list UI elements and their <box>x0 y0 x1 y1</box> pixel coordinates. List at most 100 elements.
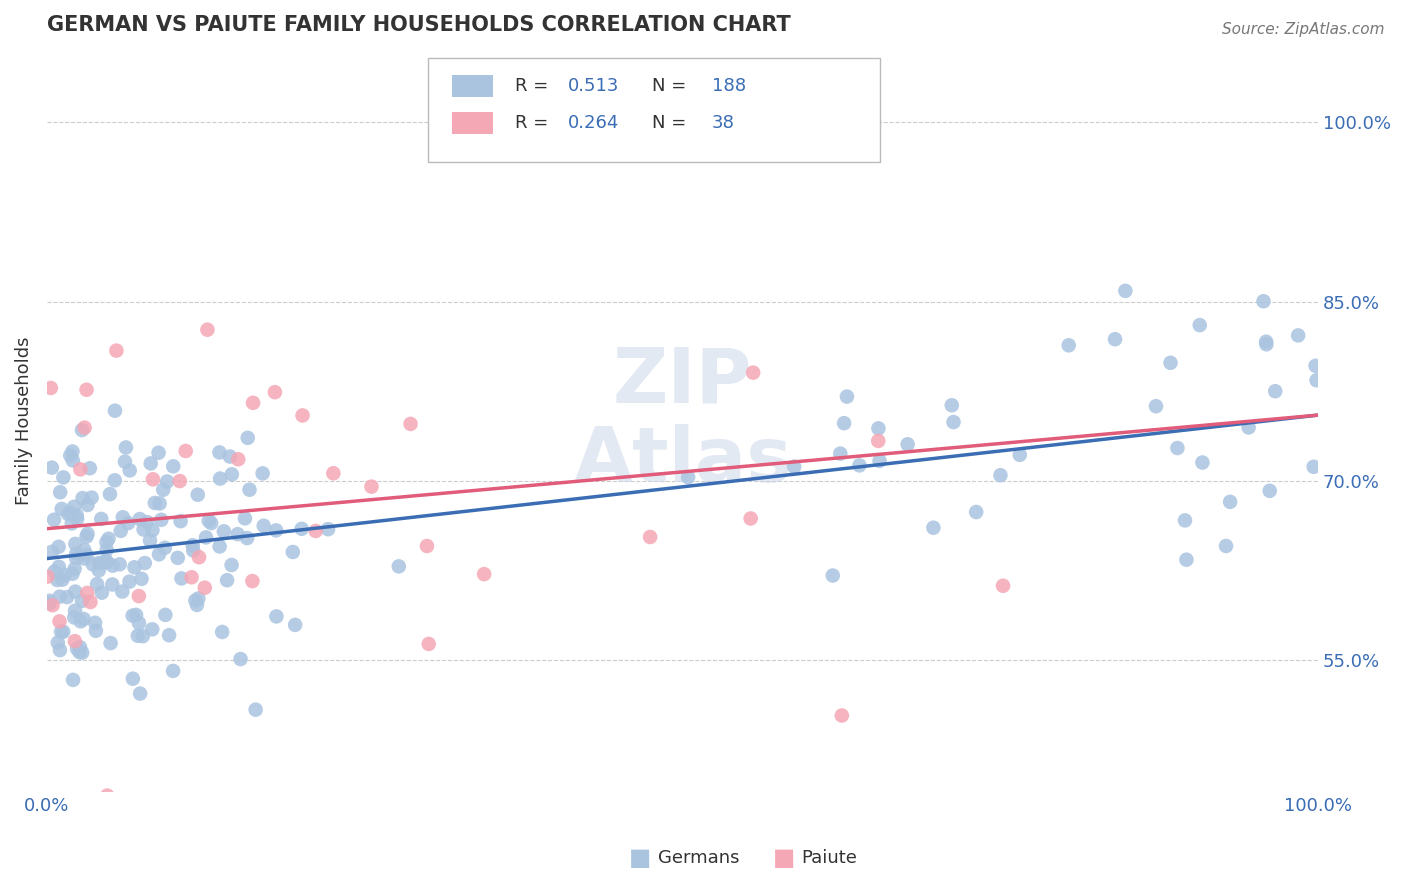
Point <box>149 496 172 510</box>
Point <box>69 462 91 476</box>
Point <box>291 522 314 536</box>
Point <box>181 538 204 552</box>
Text: ■: ■ <box>773 847 796 870</box>
Point <box>65 546 87 560</box>
Point <box>105 343 128 358</box>
Point <box>79 595 101 609</box>
Point <box>56 590 79 604</box>
Text: N =: N = <box>652 77 692 95</box>
Point <box>66 512 89 526</box>
Point <box>1057 338 1080 352</box>
Text: ■: ■ <box>628 847 651 870</box>
Point <box>76 526 98 541</box>
Point <box>90 585 112 599</box>
Point <box>197 514 219 528</box>
Point <box>1302 459 1324 474</box>
Text: N =: N = <box>652 114 692 132</box>
Point <box>115 441 138 455</box>
Point <box>96 535 118 549</box>
Point <box>76 530 98 544</box>
Text: 38: 38 <box>711 114 734 132</box>
Point <box>638 530 661 544</box>
Point <box>162 459 184 474</box>
Point <box>63 604 86 618</box>
Text: 188: 188 <box>711 77 745 95</box>
Point <box>264 385 287 400</box>
Point <box>38 596 60 610</box>
Point <box>63 610 86 624</box>
Point <box>148 547 170 561</box>
Point <box>830 447 852 461</box>
Point <box>69 645 91 659</box>
Point <box>134 556 156 570</box>
Point <box>226 452 249 467</box>
Point <box>221 558 243 572</box>
Point <box>114 455 136 469</box>
Point <box>1219 495 1241 509</box>
Point <box>226 527 249 541</box>
Point <box>360 480 382 494</box>
Point <box>965 505 987 519</box>
Point <box>62 566 84 581</box>
Text: R =: R = <box>515 114 554 132</box>
Point <box>832 416 855 430</box>
Point <box>1237 420 1260 434</box>
Point <box>58 506 80 520</box>
Point <box>143 496 166 510</box>
Point <box>322 467 344 481</box>
FancyBboxPatch shape <box>453 75 494 97</box>
Point <box>942 415 965 429</box>
Point <box>76 498 98 512</box>
Text: R =: R = <box>515 77 554 95</box>
Point <box>97 532 120 546</box>
Point <box>87 563 110 577</box>
Point <box>38 594 60 608</box>
Point <box>186 598 208 612</box>
Point <box>242 574 264 588</box>
Point <box>127 629 149 643</box>
Point <box>184 593 207 607</box>
Point <box>63 500 86 514</box>
Point <box>41 545 63 559</box>
Point <box>156 475 179 489</box>
Text: 0.513: 0.513 <box>568 77 620 95</box>
Point <box>139 533 162 548</box>
Point <box>62 444 84 458</box>
Point <box>169 514 191 528</box>
Point <box>200 516 222 530</box>
Point <box>76 383 98 397</box>
Point <box>104 473 127 487</box>
Point <box>212 524 235 539</box>
Point <box>941 398 963 412</box>
Point <box>236 531 259 545</box>
Point <box>69 615 91 629</box>
Point <box>281 545 304 559</box>
Point <box>76 586 98 600</box>
Point <box>37 569 59 583</box>
Point <box>62 673 84 687</box>
Point <box>1104 332 1126 346</box>
Point <box>96 789 118 803</box>
Point <box>229 652 252 666</box>
Point <box>96 555 118 569</box>
Point <box>94 554 117 568</box>
Point <box>72 491 94 505</box>
Point <box>388 559 411 574</box>
Point <box>128 616 150 631</box>
Point <box>1008 448 1031 462</box>
Point <box>69 640 91 655</box>
Point <box>100 636 122 650</box>
Point <box>73 551 96 566</box>
Point <box>1256 337 1278 351</box>
Point <box>1286 328 1309 343</box>
Point <box>79 461 101 475</box>
Point <box>742 366 765 380</box>
Point <box>63 562 86 576</box>
Point <box>150 513 173 527</box>
Point <box>73 420 96 434</box>
Point <box>76 548 98 562</box>
Point <box>60 516 83 531</box>
Point <box>835 390 858 404</box>
Point <box>821 568 844 582</box>
Point <box>284 618 307 632</box>
